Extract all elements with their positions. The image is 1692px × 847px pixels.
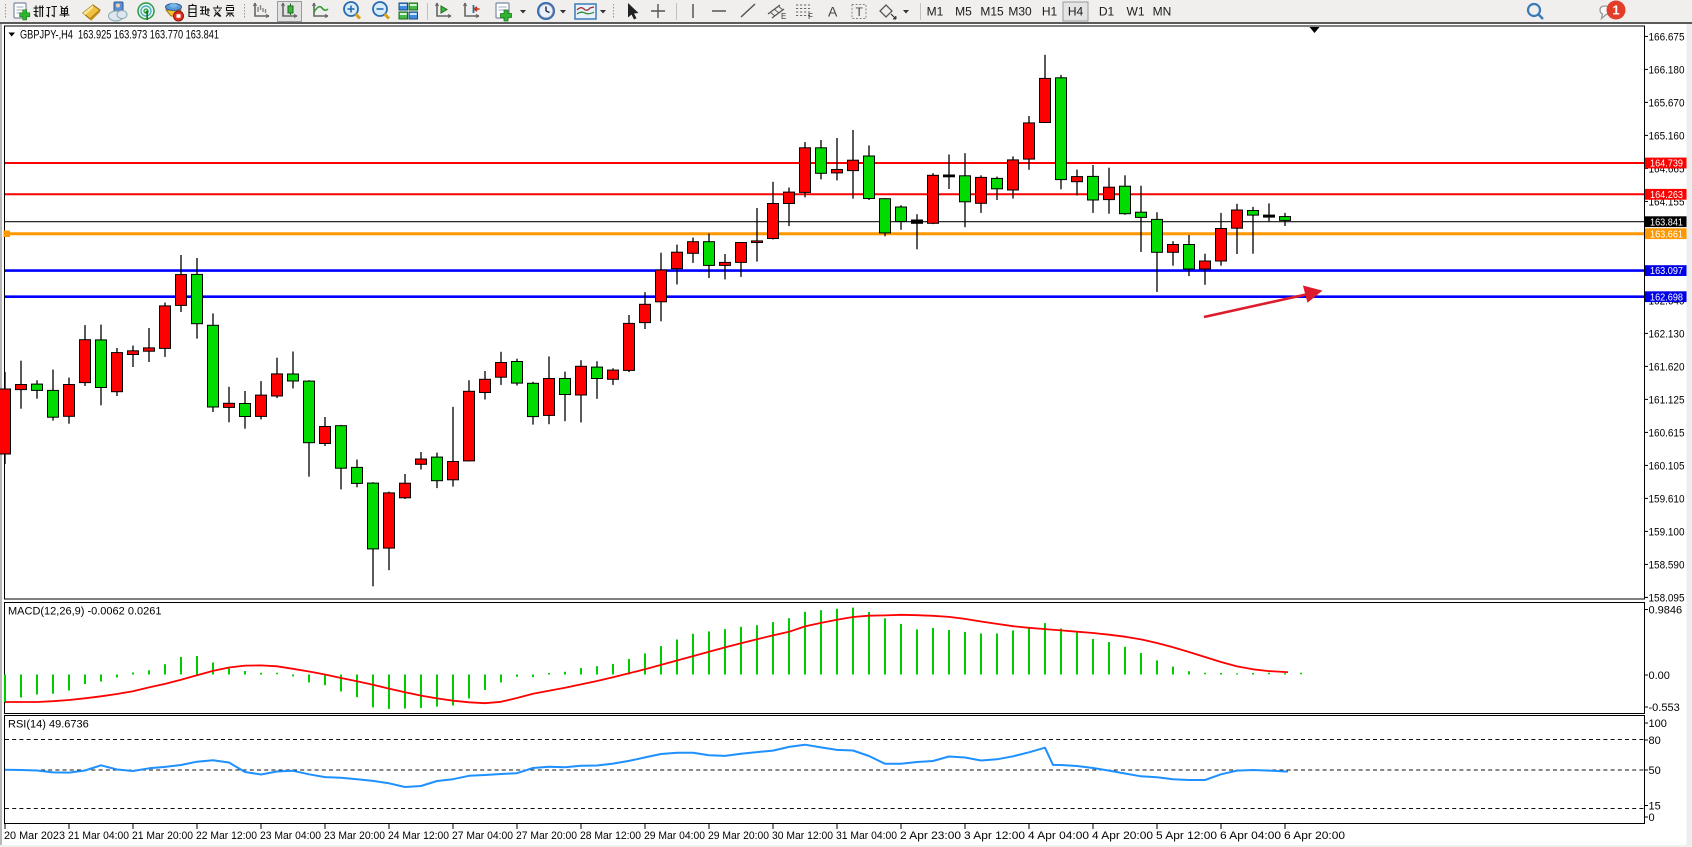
svg-text:50: 50 bbox=[1649, 765, 1661, 777]
svg-text:80: 80 bbox=[1649, 735, 1661, 747]
svg-text:M5: M5 bbox=[955, 5, 972, 19]
svg-text:160.105: 160.105 bbox=[1649, 460, 1685, 472]
svg-text:164.739: 164.739 bbox=[1650, 159, 1683, 170]
svg-text:A: A bbox=[828, 4, 838, 20]
svg-text:162.130: 162.130 bbox=[1649, 328, 1685, 340]
svg-text:1: 1 bbox=[1612, 3, 1619, 18]
svg-text:163.097: 163.097 bbox=[1650, 266, 1683, 277]
svg-text:M1: M1 bbox=[927, 5, 944, 19]
svg-text:28 Mar 12:00: 28 Mar 12:00 bbox=[580, 830, 641, 842]
svg-text:E: E bbox=[781, 12, 786, 21]
svg-text:158.095: 158.095 bbox=[1649, 592, 1685, 604]
svg-text:6 Apr 20:00: 6 Apr 20:00 bbox=[1284, 830, 1345, 842]
svg-text:0: 0 bbox=[1649, 812, 1655, 824]
svg-text:D1: D1 bbox=[1099, 5, 1115, 19]
svg-text:4 Apr 20:00: 4 Apr 20:00 bbox=[1092, 830, 1153, 842]
svg-text:M30: M30 bbox=[1008, 5, 1032, 19]
svg-text:161.125: 161.125 bbox=[1649, 394, 1685, 406]
svg-text:27 Mar 20:00: 27 Mar 20:00 bbox=[516, 830, 577, 842]
svg-text:23 Mar 04:00: 23 Mar 04:00 bbox=[260, 830, 321, 842]
svg-text:100: 100 bbox=[1649, 718, 1667, 730]
svg-text:160.615: 160.615 bbox=[1649, 427, 1685, 439]
svg-text:159.100: 159.100 bbox=[1649, 526, 1685, 538]
svg-text:159.610: 159.610 bbox=[1649, 493, 1685, 505]
svg-text:24 Mar 12:00: 24 Mar 12:00 bbox=[388, 830, 449, 842]
svg-text:F: F bbox=[808, 12, 813, 21]
svg-text:21 Mar 04:00: 21 Mar 04:00 bbox=[68, 830, 129, 842]
svg-text:RSI(14) 49.6736: RSI(14) 49.6736 bbox=[8, 719, 89, 731]
svg-text:T: T bbox=[856, 5, 864, 19]
svg-text:3 Apr 12:00: 3 Apr 12:00 bbox=[964, 830, 1025, 842]
svg-text:166.675: 166.675 bbox=[1649, 31, 1685, 43]
svg-text:-0.553: -0.553 bbox=[1649, 702, 1680, 714]
svg-text:165.670: 165.670 bbox=[1649, 97, 1685, 109]
svg-text:29 Mar 04:00: 29 Mar 04:00 bbox=[644, 830, 705, 842]
svg-text:158.590: 158.590 bbox=[1649, 559, 1685, 571]
svg-text:MN: MN bbox=[1153, 5, 1172, 19]
svg-text:162.698: 162.698 bbox=[1650, 292, 1683, 303]
svg-text:5 Apr 12:00: 5 Apr 12:00 bbox=[1156, 830, 1217, 842]
svg-text:30 Mar 12:00: 30 Mar 12:00 bbox=[772, 830, 833, 842]
svg-text:165.160: 165.160 bbox=[1649, 130, 1685, 142]
svg-text:163.661: 163.661 bbox=[1650, 229, 1683, 240]
svg-text:166.180: 166.180 bbox=[1649, 64, 1685, 76]
svg-text:M15: M15 bbox=[980, 5, 1004, 19]
svg-text:0.00: 0.00 bbox=[1649, 670, 1670, 682]
svg-text:164.263: 164.263 bbox=[1650, 190, 1683, 201]
svg-text:H1: H1 bbox=[1042, 5, 1058, 19]
svg-text:W1: W1 bbox=[1127, 5, 1145, 19]
svg-text:2 Apr 23:00: 2 Apr 23:00 bbox=[900, 830, 961, 842]
svg-text:161.620: 161.620 bbox=[1649, 361, 1685, 373]
svg-text:15: 15 bbox=[1649, 801, 1661, 813]
svg-text:0.9846: 0.9846 bbox=[1649, 605, 1683, 617]
svg-text:20 Mar 2023: 20 Mar 2023 bbox=[4, 830, 65, 842]
svg-text:6 Apr 04:00: 6 Apr 04:00 bbox=[1220, 830, 1281, 842]
svg-text:H4: H4 bbox=[1068, 5, 1084, 19]
svg-text:4 Apr 04:00: 4 Apr 04:00 bbox=[1028, 830, 1089, 842]
svg-text:22 Mar 12:00: 22 Mar 12:00 bbox=[196, 830, 257, 842]
svg-text:GBPJPY-,H4 163.925 163.973 16: GBPJPY-,H4 163.925 163.973 163.770 163.8… bbox=[20, 30, 219, 42]
svg-text:29 Mar 20:00: 29 Mar 20:00 bbox=[708, 830, 769, 842]
svg-text:27 Mar 04:00: 27 Mar 04:00 bbox=[452, 830, 513, 842]
svg-text:163.841: 163.841 bbox=[1650, 217, 1683, 228]
svg-text:MACD(12,26,9) -0.0062 0.0261: MACD(12,26,9) -0.0062 0.0261 bbox=[8, 606, 161, 618]
svg-text:31 Mar 04:00: 31 Mar 04:00 bbox=[836, 830, 897, 842]
svg-text:21 Mar 20:00: 21 Mar 20:00 bbox=[132, 830, 193, 842]
svg-text:23 Mar 20:00: 23 Mar 20:00 bbox=[324, 830, 385, 842]
